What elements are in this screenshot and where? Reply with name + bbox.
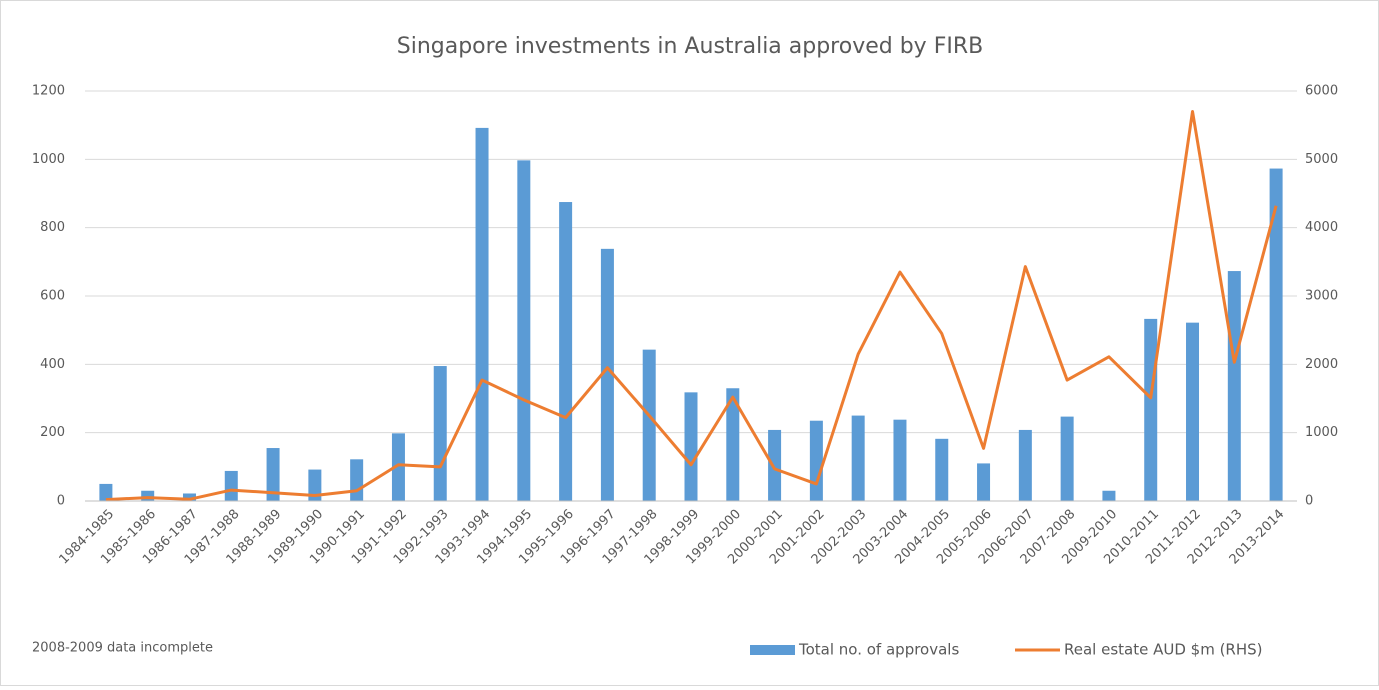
bar — [141, 490, 155, 501]
annotation: 2008-2009 data incomplete — [32, 641, 213, 656]
bar — [809, 420, 823, 501]
y-tick-label: 0 — [57, 494, 65, 509]
bar — [266, 448, 280, 501]
bar — [224, 470, 238, 501]
bar — [1269, 168, 1283, 501]
legend-label: Total no. of approvals — [798, 641, 959, 659]
bar — [1018, 429, 1032, 501]
bar — [600, 248, 614, 501]
bar — [308, 469, 322, 501]
y2-tick-label: 3000 — [1305, 289, 1338, 304]
bar — [517, 160, 531, 501]
y-tick-label: 1000 — [32, 152, 65, 167]
bar — [726, 388, 740, 501]
bar — [977, 463, 991, 501]
legend-label: Real estate AUD $m (RHS) — [1064, 641, 1263, 659]
y2-tick-label: 1000 — [1305, 425, 1338, 440]
bar — [893, 419, 907, 501]
y-tick-label: 200 — [40, 425, 65, 440]
bar — [1227, 271, 1241, 501]
y-tick-label: 1200 — [32, 84, 65, 99]
y-tick-label: 800 — [40, 220, 65, 235]
bar — [768, 429, 782, 501]
bar — [1186, 322, 1200, 501]
y2-tick-label: 5000 — [1305, 152, 1338, 167]
bar — [391, 433, 405, 501]
bar — [99, 483, 113, 501]
bar — [1144, 318, 1158, 501]
line — [105, 110, 1278, 502]
bar — [433, 366, 447, 501]
bar — [1102, 490, 1116, 501]
y2-tick-label: 2000 — [1305, 357, 1338, 372]
bar — [182, 493, 196, 501]
bar — [475, 127, 489, 502]
y2-tick-label: 6000 — [1305, 84, 1338, 99]
y2-tick-label: 0 — [1305, 494, 1313, 509]
bar — [935, 438, 949, 501]
bar — [684, 392, 698, 501]
y-tick-label: 600 — [40, 289, 65, 304]
bar — [350, 459, 364, 501]
y-tick-label: 400 — [40, 357, 65, 372]
bar — [559, 202, 573, 501]
legend-swatch — [750, 645, 795, 655]
chart-title: Singapore investments in Australia appro… — [397, 34, 983, 59]
bar — [1060, 416, 1074, 501]
bar — [642, 349, 656, 501]
bar — [851, 415, 865, 501]
y2-tick-label: 4000 — [1305, 220, 1338, 235]
